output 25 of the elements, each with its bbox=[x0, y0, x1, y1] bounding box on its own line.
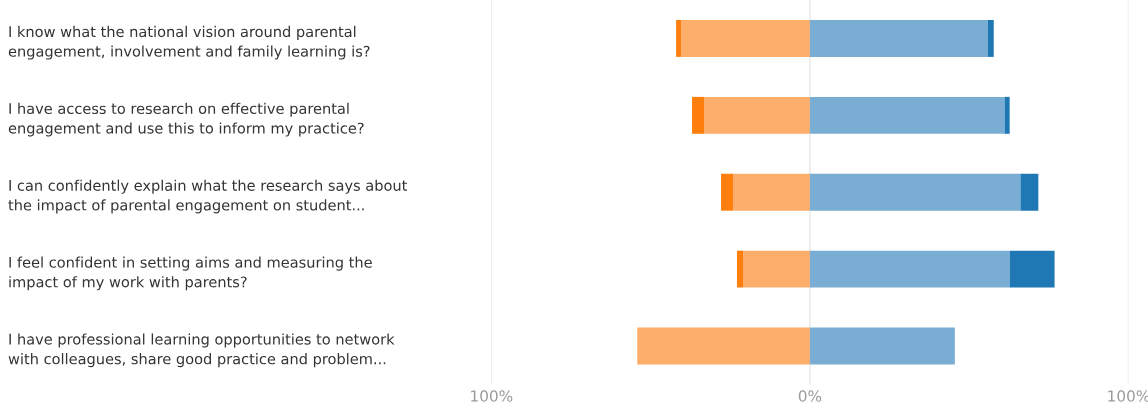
bar bbox=[809, 96, 1005, 134]
bar bbox=[809, 19, 988, 57]
bar bbox=[637, 327, 810, 365]
bar bbox=[733, 173, 810, 211]
y-tick-label: I have professional learning opportunities to network with colleagues, share good practice and problem... bbox=[8, 333, 395, 368]
bar bbox=[736, 250, 744, 288]
bar bbox=[987, 19, 994, 57]
bar bbox=[809, 173, 1021, 211]
bar bbox=[1004, 96, 1010, 134]
bar bbox=[1009, 250, 1055, 288]
bar bbox=[692, 96, 705, 134]
bar bbox=[1020, 173, 1039, 211]
y-tick-label: I know what the national vision around parental engagement, involvement and family learning is? bbox=[8, 25, 370, 60]
bar bbox=[809, 250, 1010, 288]
bar bbox=[743, 250, 810, 288]
bar bbox=[681, 19, 810, 57]
x-tick-label: 100% bbox=[471, 390, 513, 402]
bar bbox=[676, 19, 682, 57]
y-tick-label: I can confidently explain what the research says about the impact of parental engagement on student... bbox=[8, 179, 408, 214]
bar bbox=[704, 96, 810, 134]
x-tick-label: 0% bbox=[798, 390, 822, 402]
bar bbox=[721, 173, 734, 211]
y-tick-label: I have access to research on effective parental engagement and use this to inform my practice? bbox=[8, 102, 364, 137]
bar bbox=[809, 327, 955, 365]
y-tick-label: I feel confident in setting aims and measuring the impact of my work with parents? bbox=[9, 256, 372, 291]
